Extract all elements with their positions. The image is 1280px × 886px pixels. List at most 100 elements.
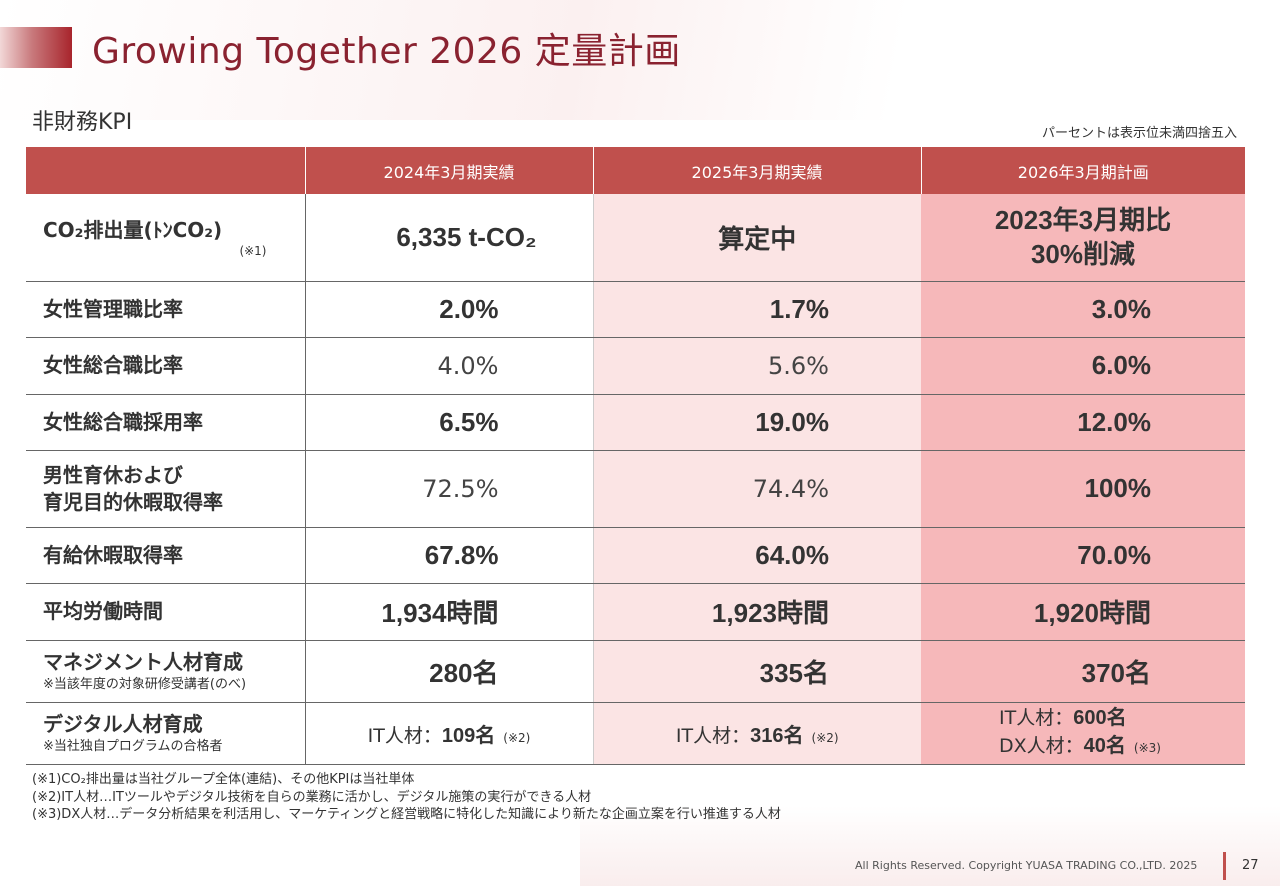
value-prefix: IT人材： bbox=[367, 724, 442, 747]
table-row-paid-leave: 有給休暇取得率 67.8% 64.0% 70.0% bbox=[26, 527, 1245, 584]
cell-2026: 70.0% bbox=[921, 527, 1245, 584]
value-line-dx: DX人材：40名 (※3) bbox=[999, 732, 1245, 762]
table-row-mgmt-talent: マネジメント人材育成 ※当該年度の対象研修受講者(のべ) 280名 335名 3… bbox=[26, 640, 1245, 703]
row-label: 女性総合職採用率 bbox=[26, 394, 306, 451]
header-2025: 2025年3月期実績 bbox=[592, 147, 921, 194]
co2-note: (※1) bbox=[239, 243, 267, 258]
label-sub: ※当社独自プログラムの合格者 bbox=[43, 739, 223, 754]
copyright: All Rights Reserved. Copyright YUASA TRA… bbox=[855, 859, 1198, 872]
value: 2023年3月期比 30%削減 bbox=[921, 203, 1245, 271]
row-label: 男性育休および 育児目的休暇取得率 bbox=[26, 450, 306, 528]
value-prefix: IT人材： bbox=[999, 707, 1074, 729]
cell-2026: 1,920時間 bbox=[921, 583, 1245, 641]
value-line1: 2023年3月期比 bbox=[994, 205, 1172, 236]
cell-2024: 67.8% bbox=[305, 527, 594, 584]
value: 64.0% bbox=[755, 539, 829, 570]
cell-2025: 算定中 bbox=[593, 194, 921, 282]
table-row-co2: CO₂排出量(ﾄﾝCO₂) (※1) 6,335 t-CO₂ 算定中 2023年… bbox=[26, 194, 1245, 282]
title-accent-bar bbox=[0, 27, 72, 68]
value: IT人材：316名 (※2) bbox=[594, 719, 922, 748]
cell-2024: 2.0% bbox=[305, 281, 594, 338]
cell-2026: 12.0% bbox=[921, 394, 1245, 451]
value: 6.5% bbox=[439, 406, 499, 437]
value-line2: 30%削減 bbox=[1030, 239, 1136, 270]
page-title: Growing Together 2026 定量計画 bbox=[92, 31, 681, 72]
table-row-work-hours: 平均労働時間 1,934時間 1,923時間 1,920時間 bbox=[26, 583, 1245, 641]
row-label: CO₂排出量(ﾄﾝCO₂) (※1) bbox=[26, 194, 306, 282]
cell-2026: 370名 bbox=[921, 640, 1245, 703]
cell-2024: 1,934時間 bbox=[305, 583, 594, 641]
label-main: マネジメント人材育成 bbox=[43, 650, 243, 674]
value: IT人材：109名 (※2) bbox=[306, 719, 593, 748]
cell-2026: 6.0% bbox=[921, 337, 1245, 395]
table-header-row: 2024年3月期実績 2025年3月期実績 2026年3月期計画 bbox=[26, 147, 1245, 194]
value: 5.6% bbox=[768, 351, 829, 380]
kpi-table: 2024年3月期実績 2025年3月期実績 2026年3月期計画 CO₂排出量(… bbox=[26, 147, 1245, 765]
cell-2024: 72.5% bbox=[305, 450, 594, 528]
value: 70.0% bbox=[1077, 539, 1151, 570]
label-main: デジタル人材育成 bbox=[43, 712, 203, 736]
value: 1,920時間 bbox=[1033, 598, 1151, 628]
value-note: (※2) bbox=[503, 730, 531, 745]
footnote-1: (※1)CO₂排出量は当社グループ全体(連結)、その他KPIは当社単体 bbox=[32, 772, 415, 787]
footnote-3: (※3)DX人材…データ分析結果を利活用し、マーケティングと経営戦略に特化した知… bbox=[32, 807, 781, 822]
cell-2024: 6,335 t-CO₂ bbox=[305, 194, 594, 282]
rounding-note: パーセントは表示位未満四捨五入 bbox=[1041, 126, 1237, 141]
value: 72.5% bbox=[422, 474, 499, 503]
label-line1: 男性育休および bbox=[43, 462, 183, 487]
value: 370名 bbox=[1081, 657, 1151, 688]
value: 1.7% bbox=[769, 293, 829, 324]
header-blank bbox=[26, 147, 305, 194]
cell-2025: 64.0% bbox=[593, 527, 921, 584]
cell-2025: 335名 bbox=[593, 640, 921, 703]
cell-2026: 2023年3月期比 30%削減 bbox=[921, 194, 1245, 282]
value-line-it: IT人材：600名 bbox=[999, 704, 1245, 732]
footer-divider bbox=[1223, 852, 1226, 880]
row-label: 平均労働時間 bbox=[26, 583, 306, 641]
value-number: 600名 bbox=[1073, 707, 1127, 729]
page-number: 27 bbox=[1242, 858, 1259, 873]
table-row-women-career: 女性総合職比率 4.0% 5.6% 6.0% bbox=[26, 337, 1245, 395]
label-sub: ※当該年度の対象研修受講者(のべ) bbox=[43, 677, 247, 692]
value: 6,335 t-CO₂ bbox=[396, 221, 537, 252]
value-number: 40名 bbox=[1083, 735, 1126, 757]
cell-2025: 1.7% bbox=[593, 281, 921, 338]
cell-2024: 4.0% bbox=[305, 337, 594, 395]
value: 335名 bbox=[759, 657, 829, 688]
value: IT人材：600名 DX人材：40名 (※3) bbox=[921, 704, 1245, 762]
value: 100% bbox=[1084, 473, 1152, 503]
cell-2026: 100% bbox=[921, 450, 1245, 528]
value-prefix: DX人材： bbox=[999, 735, 1084, 757]
row-label: 女性総合職比率 bbox=[26, 337, 306, 395]
value: 6.0% bbox=[1091, 350, 1151, 380]
value: 1,923時間 bbox=[711, 598, 829, 628]
cell-2025: 74.4% bbox=[593, 450, 921, 528]
cell-2025: 19.0% bbox=[593, 394, 921, 451]
value: 280名 bbox=[429, 657, 499, 688]
cell-2026: IT人材：600名 DX人材：40名 (※3) bbox=[921, 702, 1245, 765]
row-label: デジタル人材育成 ※当社独自プログラムの合格者 bbox=[26, 702, 306, 765]
header-2026: 2026年3月期計画 bbox=[920, 147, 1245, 194]
table-row-women-mgmt: 女性管理職比率 2.0% 1.7% 3.0% bbox=[26, 281, 1245, 338]
value: 67.8% bbox=[424, 539, 499, 570]
table-row-women-hire: 女性総合職採用率 6.5% 19.0% 12.0% bbox=[26, 394, 1245, 451]
co2-label: CO₂排出量(ﾄﾝCO₂) bbox=[43, 217, 223, 242]
value: 算定中 bbox=[718, 223, 797, 254]
value: 1,934時間 bbox=[381, 598, 499, 628]
table-row-paternity: 男性育休および 育児目的休暇取得率 72.5% 74.4% 100% bbox=[26, 450, 1245, 528]
cell-2026: 3.0% bbox=[921, 281, 1245, 338]
value-note: (※3) bbox=[1133, 741, 1161, 755]
value: 3.0% bbox=[1091, 293, 1151, 324]
footnotes: (※1)CO₂排出量は当社グループ全体(連結)、その他KPIは当社単体 (※2)… bbox=[32, 771, 781, 824]
cell-2024: 6.5% bbox=[305, 394, 594, 451]
section-subtitle: 非財務KPI bbox=[32, 110, 133, 135]
value-number: 316名 bbox=[750, 724, 804, 747]
cell-2025: IT人材：316名 (※2) bbox=[593, 702, 922, 765]
cell-2025: 1,923時間 bbox=[593, 583, 921, 641]
row-label: マネジメント人材育成 ※当該年度の対象研修受講者(のべ) bbox=[26, 640, 306, 703]
table-row-digital: デジタル人材育成 ※当社独自プログラムの合格者 IT人材：109名 (※2) IT… bbox=[26, 702, 1245, 765]
label-line2: 育児目的休暇取得率 bbox=[43, 489, 223, 514]
value: 74.4% bbox=[752, 474, 829, 503]
value-prefix: IT人材： bbox=[675, 724, 751, 747]
row-label: 有給休暇取得率 bbox=[26, 527, 306, 584]
